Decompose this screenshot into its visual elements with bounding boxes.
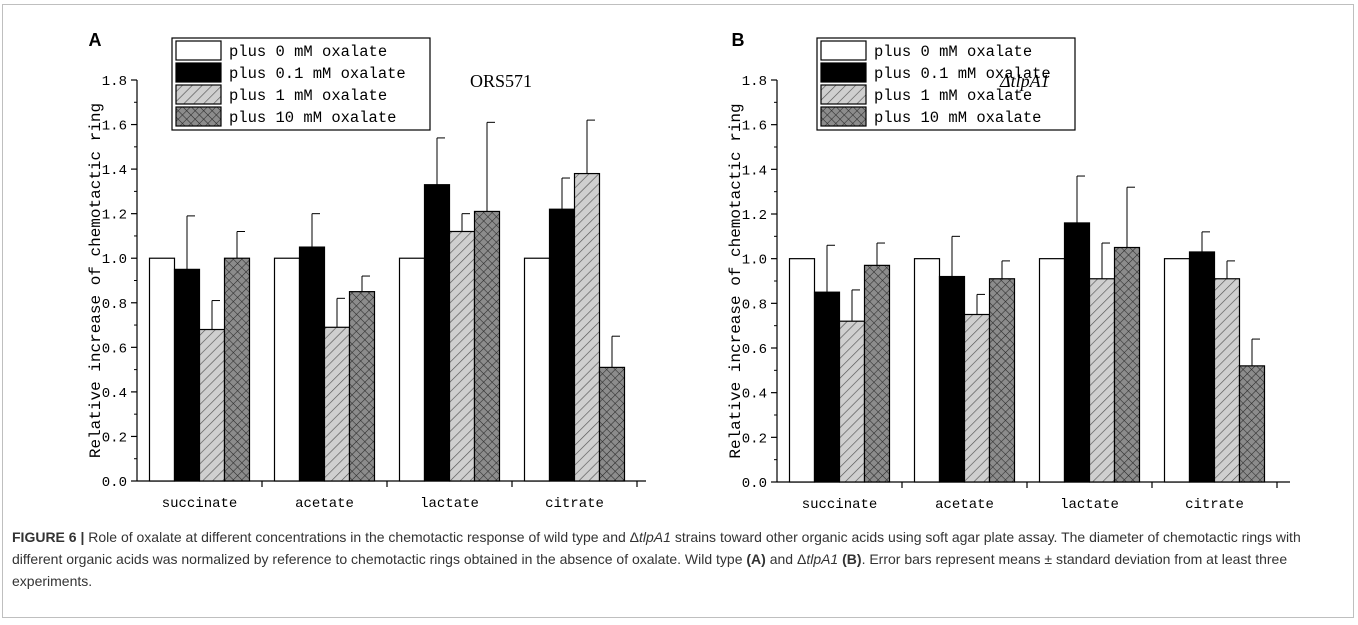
panel-b-y-tick-label: 0.0 [742,476,767,492]
panel-b-legend-entry: plus 10 mM oxalate [874,109,1041,127]
panel-a-y-tick-label: 1.4 [102,163,127,179]
panel-b-y-tick-label: 1.4 [742,163,767,179]
panel-a-y-tick-label: 1.0 [102,252,127,268]
panel-b-bar-lactate-plus-0-1-mm-oxalate [1063,222,1091,483]
panel-a-bar-citrate-plus-1-mm-oxalate [573,172,601,482]
panel-b-legend-entry: plus 1 mM oxalate [874,87,1032,105]
panel-a-legend-swatch [175,84,222,105]
panel-b-y-tick-label: 1.0 [742,253,767,269]
panel-b-x-tick-label: acetate [935,497,994,513]
panel-a-bar-acetate-plus-0-1-mm-oxalate [298,246,326,482]
panel-b-y-tick-label: 0.6 [742,342,767,358]
panel-a-bar-succinate-plus-10-mm-oxalate [223,257,251,482]
panel-b-bar-acetate-plus-0-1-mm-oxalate [938,275,966,483]
panel-a-x-tick-label: lactate [420,496,479,512]
panel-b-bar-lactate-plus-0-mm-oxalate [1038,258,1066,483]
panel-b-y-tick-label: 0.8 [742,297,767,313]
panel-a-legend-entry: plus 10 mM oxalate [229,109,396,127]
caption-text-4: . Error bars represent means ± standard … [12,551,1288,589]
panel-b-bar-acetate-plus-1-mm-oxalate [963,313,991,483]
panel-b-legend-swatch [820,40,867,61]
panel-b-x-tick-label: citrate [1185,497,1244,513]
panel-b-bar-citrate-plus-0-1-mm-oxalate [1188,251,1216,483]
panel-a-x-tick-label: succinate [162,496,238,512]
caption-text-1: Role of oxalate at different concentrati… [84,529,640,545]
panel-b-bar-lactate-plus-1-mm-oxalate [1088,278,1116,483]
panel-b-legend-entry: plus 0 mM oxalate [874,43,1032,61]
caption-ref-a: (A) [746,551,766,567]
panel-a-bar-acetate-plus-0-mm-oxalate [273,257,301,482]
panel-b-title: ΔtlpA1 [999,71,1050,91]
panel-b-y-tick-label: 1.2 [742,208,767,224]
panel-a-title: ORS571 [470,71,532,91]
panel-a-bar-citrate-plus-0-mm-oxalate [523,257,551,482]
panel-a-bar-lactate-plus-1-mm-oxalate [448,230,476,482]
panel-a-y-tick-label: 0.6 [102,341,127,357]
panel-b-y-tick-label: 0.2 [742,431,767,447]
figure-frame [2,4,1354,618]
panel-a-y-tick-label: 0.2 [102,430,127,446]
panel-a-legend-swatch [175,106,222,127]
panel-a-bar-succinate-plus-0-1-mm-oxalate [173,268,201,482]
panel-a-x-tick-label: acetate [295,496,354,512]
panel-a-y-tick-label: 1.2 [102,208,127,224]
panel-b-bar-citrate-plus-0-mm-oxalate [1163,258,1191,483]
panel-b-bar-lactate-plus-10-mm-oxalate [1113,246,1141,483]
panel-a-bar-citrate-plus-0-1-mm-oxalate [548,208,576,482]
panel-b-bar-citrate-plus-10-mm-oxalate [1238,365,1266,483]
figure-caption: FIGURE 6 | Role of oxalate at different … [12,526,1346,592]
panel-a-x-tick-label: citrate [545,496,604,512]
panel-a-y-tick-label: 1.8 [102,74,127,90]
panel-a-bar-succinate-plus-1-mm-oxalate [198,328,226,482]
panel-b-x-tick-label: lactate [1060,497,1119,513]
panel-a-bar-lactate-plus-0-1-mm-oxalate [423,184,451,482]
panel-b-legend-swatch [820,84,867,105]
panel-b-bar-succinate-plus-0-1-mm-oxalate [813,291,841,483]
panel-a-legend-entry: plus 1 mM oxalate [229,87,387,105]
panel-a-chart: A 0.0 0.2 0.4 0.6 0.8 1.0 1.2 1.4 1.6 1.8 Relative … [87,30,646,512]
panel-b-x-tick-label: succinate [802,497,878,513]
panel-b-y-tick-label: 0.4 [742,387,767,403]
caption-text-3: and Δ [765,551,807,567]
caption-text-2: strains toward other organic acids using… [12,529,1301,567]
panel-a-bar-citrate-plus-10-mm-oxalate [598,366,626,482]
panel-b-bar-succinate-plus-0-mm-oxalate [788,258,816,483]
caption-figure-label: FIGURE 6 | [12,529,85,545]
panel-a-bar-lactate-plus-0-mm-oxalate [398,257,426,482]
caption-gene-1: tlpA1 [639,529,671,545]
panel-a-label: A [89,30,102,50]
panel-b-bar-succinate-plus-1-mm-oxalate [838,320,866,483]
panel-b-bar-acetate-plus-0-mm-oxalate [913,258,941,483]
panel-a-bar-lactate-plus-10-mm-oxalate [473,210,501,482]
panel-a-y-tick-label: 0.0 [102,475,127,491]
panel-b-chart: B 0.0 0.2 0.4 0.6 0.8 1.0 1.2 1.4 1.6 1.8 Relative … [727,30,1290,513]
panel-b-bar-succinate-plus-10-mm-oxalate [863,264,891,483]
caption-gene-2: tlpA1 [806,551,839,567]
panel-a-legend-entry: plus 0 mM oxalate [229,43,387,61]
panel-a-legend-swatch [175,40,222,61]
panel-a-bar-acetate-plus-1-mm-oxalate [323,326,351,482]
panel-a-y-tick-label: 1.6 [102,119,127,135]
panel-a-y-tick-label: 0.8 [102,297,127,313]
panel-b-label: B [732,30,745,50]
panel-a-y-tick-label: 0.4 [102,386,127,402]
caption-ref-b: (B) [842,551,862,567]
panel-a-legend-entry: plus 0.1 mM oxalate [229,65,406,83]
panel-b-legend-swatch [820,106,867,127]
panel-b-y-axis-label: Relative increase of chemotactic ring [727,103,745,458]
panel-b-y-tick-label: 1.6 [742,119,767,135]
panel-b-bar-acetate-plus-10-mm-oxalate [988,278,1016,483]
panel-b-bar-citrate-plus-1-mm-oxalate [1213,278,1241,483]
panel-a-y-axis-label: Relative increase of chemotactic ring [87,103,105,458]
panel-a-bar-acetate-plus-10-mm-oxalate [348,291,376,482]
panel-b-legend-swatch [820,62,867,83]
panel-b-legend-entry: plus 0.1 mM oxalate [874,65,1051,83]
panel-a-legend-swatch [175,62,222,83]
panel-b-y-tick-label: 1.8 [742,74,767,90]
panel-a-bar-succinate-plus-0-mm-oxalate [148,257,176,482]
